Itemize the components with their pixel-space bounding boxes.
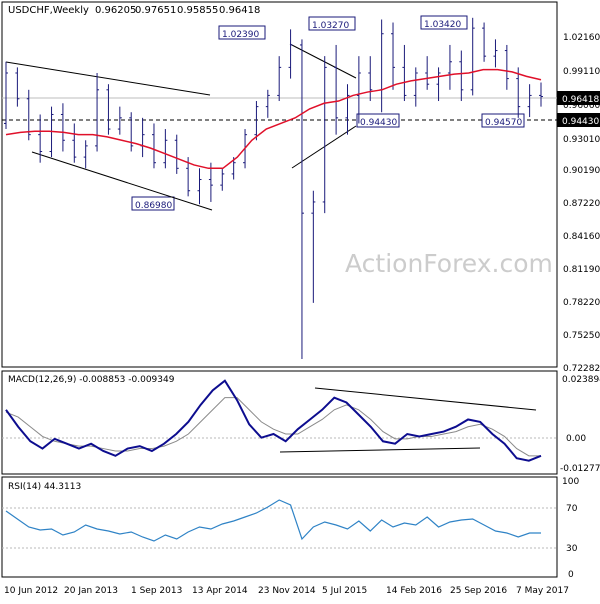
header-open: 0.96205	[95, 5, 136, 16]
price-tick-label: 0.93010	[563, 135, 600, 145]
price-y-axis: 1.02160 0.99110 0.96060 0.93010 0.90190 …	[563, 33, 600, 374]
triangle-line-lower	[291, 125, 357, 169]
rsi-line	[5, 499, 541, 542]
header-symbol: USDCHF,Weekly	[8, 5, 89, 16]
annotation-box	[420, 15, 468, 30]
price-tick-label: 0.78220	[563, 298, 600, 308]
price-tick-label: 0.87220	[563, 199, 600, 209]
price-tick-label: 0.72282	[563, 364, 600, 374]
x-tick-label: 23 Nov 2014	[258, 586, 316, 596]
macd-tick-label: 0.00	[566, 434, 586, 444]
annotation-box	[481, 113, 525, 128]
rsi-tick-label: 30	[566, 544, 578, 554]
annotation-label: 0.86980	[135, 201, 172, 211]
last-price-badge: 0.96418	[557, 91, 600, 105]
x-tick-label: 20 Jan 2013	[64, 586, 118, 596]
annotation-label: 0.94570	[485, 118, 522, 128]
header-high: 0.97651	[135, 5, 176, 16]
annotation-box	[131, 196, 175, 211]
annotation-label: 1.03420	[424, 20, 461, 30]
x-axis: 10 Jun 2012 20 Jan 2013 1 Sep 2013 13 Ap…	[4, 586, 569, 596]
price-bars	[4, 17, 543, 359]
price-panel	[1, 1, 558, 368]
x-tick-label: 25 Sep 2016	[450, 586, 507, 596]
x-tick-label: 1 Sep 2013	[131, 586, 182, 596]
price-tick-label: 1.02160	[563, 33, 600, 43]
annotation-label: 0.94430	[360, 118, 397, 128]
header-low: 0.95855	[177, 5, 218, 16]
trendline-lower	[31, 151, 213, 211]
level-line-label: 0.94430	[562, 117, 599, 127]
header-close: 0.96418	[219, 5, 260, 16]
macd-tick-label: 0.023894	[562, 375, 600, 385]
level-badge-bg	[557, 113, 600, 127]
watermark: ActionForex.com	[345, 249, 553, 278]
price-tick-label: 0.84160	[563, 232, 600, 242]
macd-trendline-upper	[314, 387, 537, 411]
price-tick-label: 0.99110	[563, 67, 600, 77]
price-tick-label: 0.81190	[563, 265, 600, 275]
rsi-layer	[5, 499, 541, 542]
annotation-label: 1.03270	[312, 21, 349, 31]
trendline-upper	[5, 61, 211, 96]
x-tick-label: 10 Jun 2012	[4, 586, 58, 596]
x-tick-label: 14 Feb 2016	[386, 586, 442, 596]
macd-tick-label: -0.012772	[560, 464, 600, 474]
annotation-box	[308, 16, 356, 31]
level-badge: 0.94430	[557, 113, 600, 127]
last-price-label: 0.96418	[562, 95, 599, 105]
annotation-label: 1.02390	[222, 30, 259, 40]
macd-line	[5, 379, 542, 462]
annotation-box	[356, 113, 400, 128]
x-tick-label: 5 Jul 2015	[322, 586, 367, 596]
macd-layer	[5, 379, 542, 462]
rsi-panel	[1, 476, 558, 578]
rsi-title: RSI(14) 44.3113	[8, 482, 81, 492]
price-tick-label: 0.96060	[563, 101, 600, 111]
macd-panel	[1, 370, 558, 475]
moving-average-line	[5, 68, 542, 170]
price-tick-label: 0.75250	[563, 331, 600, 341]
x-tick-label: 7 May 2017	[516, 586, 569, 596]
annotation-box	[218, 25, 266, 40]
price-tick-label: 0.90190	[563, 166, 600, 176]
rsi-tick-label: 0	[568, 570, 574, 580]
rsi-tick-label: 70	[566, 504, 578, 514]
moving-average-layer	[5, 68, 542, 170]
x-tick-label: 13 Apr 2014	[192, 586, 248, 596]
rsi-tick-label: 100	[562, 477, 579, 487]
last-price-badge-bg	[557, 91, 600, 105]
macd-trendline-lower	[279, 447, 481, 453]
macd-title: MACD(12,26,9) -0.008853 -0.009349	[8, 375, 175, 385]
triangle-line-upper	[289, 43, 357, 79]
